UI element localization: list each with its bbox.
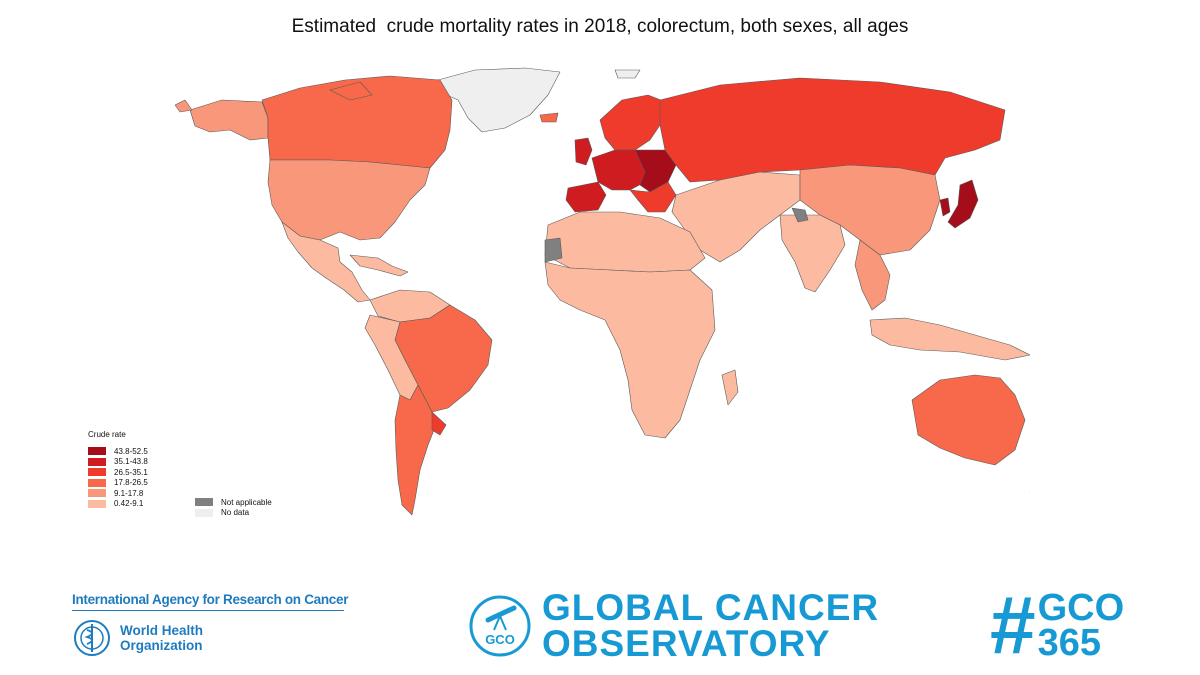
legend-swatch xyxy=(88,457,106,466)
legend-label: 0.42-9.1 xyxy=(114,499,144,509)
legend-title: Crude rate xyxy=(88,430,126,439)
gco-wordmark: GLOBAL CANCER OBSERVATORY xyxy=(542,587,880,664)
legend-swatch xyxy=(88,447,106,456)
region-usa xyxy=(267,159,431,241)
region-south-asia xyxy=(779,214,846,293)
gco-logo: GCO GLOBAL CANCER OBSERVATORY xyxy=(468,587,880,664)
region-alaska xyxy=(189,99,269,141)
gco365-logo: # GCO 365 xyxy=(990,580,1125,671)
who-name: World Health Organization xyxy=(120,623,203,653)
region-caribbean xyxy=(349,254,409,277)
hashtag-symbol: # xyxy=(990,580,1036,671)
map-legend: Crude rate 43.8-52.5 35.1-43.8 26.5-35.1… xyxy=(88,430,148,509)
region-uk xyxy=(574,137,593,166)
legend-swatch xyxy=(195,498,213,507)
region-korea xyxy=(939,197,951,217)
gco-line2: OBSERVATORY xyxy=(542,623,831,664)
region-japan xyxy=(947,179,979,229)
legend-item-not-applicable: Not applicable xyxy=(195,497,272,508)
gco-badge-text: GCO xyxy=(485,632,515,647)
region-australia xyxy=(911,374,1026,466)
legend-label: 35.1-43.8 xyxy=(114,457,148,467)
legend-label: No data xyxy=(221,508,250,518)
legend-item: 43.8-52.5 xyxy=(88,446,148,457)
legend-swatch xyxy=(88,478,106,487)
legend-label: 17.8-26.5 xyxy=(114,478,148,488)
legend-swatch xyxy=(88,489,106,498)
region-maritime-se-asia xyxy=(869,317,1030,361)
legend-item: 35.1-43.8 xyxy=(88,457,148,468)
gco-telescope-icon: GCO xyxy=(469,595,531,657)
iarc-name: International Agency for Research on Can… xyxy=(72,592,349,607)
who-name-line2: Organization xyxy=(120,638,203,653)
gco365-line1: GCO xyxy=(1037,587,1125,629)
region-iceland xyxy=(539,112,559,123)
region-uruguay xyxy=(431,411,447,436)
region-iberia xyxy=(565,181,607,213)
gco365-line2: 365 xyxy=(1037,622,1102,664)
who-emblem-icon xyxy=(74,620,110,656)
legend-item-no-data: No data xyxy=(195,508,272,519)
region-arctic-islands xyxy=(329,81,373,101)
legend-item: 0.42-9.1 xyxy=(88,499,148,510)
iarc-divider xyxy=(72,610,344,611)
region-svalbard xyxy=(614,69,641,79)
map-title: Estimated crude mortality rates in 2018,… xyxy=(291,16,909,37)
world-choropleth-map xyxy=(174,67,1030,516)
legend-label: 9.1-17.8 xyxy=(114,488,144,498)
region-hawaii xyxy=(174,99,193,113)
legend-swatch xyxy=(195,508,213,517)
legend-swatch xyxy=(88,499,106,508)
legend-label: Not applicable xyxy=(221,497,272,507)
who-logo: World Health Organization xyxy=(72,618,203,658)
legend-item: 17.8-26.5 xyxy=(88,478,148,489)
region-greenland xyxy=(437,67,561,133)
region-argentina xyxy=(394,384,437,516)
region-madagascar xyxy=(721,369,739,406)
region-sub-saharan-africa xyxy=(544,261,716,439)
gco-line1: GLOBAL CANCER xyxy=(542,587,880,628)
who-name-line1: World Health xyxy=(120,623,204,638)
legend-swatch xyxy=(88,468,106,477)
region-western-sahara xyxy=(544,237,563,263)
region-north-africa xyxy=(544,211,706,273)
legend-special: Not applicable No data xyxy=(195,497,272,518)
legend-label: 26.5-35.1 xyxy=(114,467,148,477)
region-scandinavia xyxy=(599,94,667,151)
iarc-logo: International Agency for Research on Can… xyxy=(72,592,348,611)
gco365-text: GCO 365 xyxy=(1037,587,1125,664)
legend-item: 26.5-35.1 xyxy=(88,467,148,478)
region-southeast-asia xyxy=(854,239,891,311)
region-italy-balkans xyxy=(629,181,677,213)
region-russia xyxy=(659,77,1006,183)
legend-label: 43.8-52.5 xyxy=(114,446,148,456)
region-kashmir xyxy=(791,207,809,223)
legend-item: 9.1-17.8 xyxy=(88,488,148,499)
